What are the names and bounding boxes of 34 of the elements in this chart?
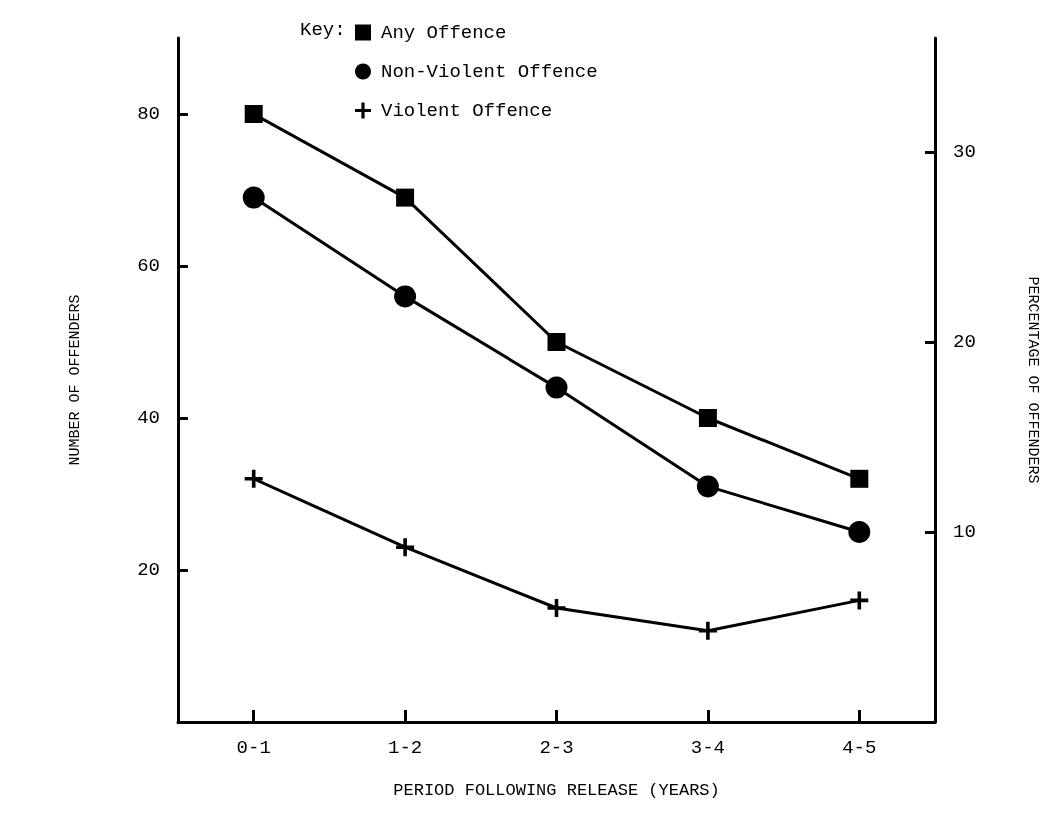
legend-label: Violent Offence [381,99,553,122]
y-tick-label: 60 [137,255,160,277]
y-tick-label: 40 [137,407,160,429]
y2-tick-label: 10 [953,521,976,543]
point [244,105,263,123]
legend-label: Non-Violent Offence [381,60,598,83]
point [396,188,415,207]
y-tick-label: 80 [137,103,160,125]
x-axis-title: PERIOD FOLLOWING RELEASE (YEARS) [393,781,720,800]
point [696,475,719,498]
y2-tick-label: 20 [953,331,976,353]
point [396,538,415,557]
y-axis-title: NUMBER OF OFFENDERS [67,294,84,466]
x-tick-label: 4-5 [842,736,877,759]
point [850,591,869,610]
legend-label: Any Offence [381,21,507,44]
point [547,599,566,617]
point [850,469,869,488]
point [394,285,417,308]
x-tick-label: 1-2 [387,736,423,759]
point [698,409,717,427]
point [244,469,263,488]
point [545,376,568,399]
x-tick-label: 2-3 [539,736,574,759]
point [848,521,871,543]
x-tick-label: 0-1 [236,736,271,759]
y2-axis-title: PERCENTAGE OF OFFENDERS [1024,276,1041,484]
y2-tick-label: 30 [953,141,976,163]
x-tick-label: 3-4 [690,736,726,759]
point [242,186,265,209]
legend-title: Key: [300,18,346,41]
point [547,333,566,351]
y-tick-label: 20 [137,559,160,581]
point [698,621,717,640]
